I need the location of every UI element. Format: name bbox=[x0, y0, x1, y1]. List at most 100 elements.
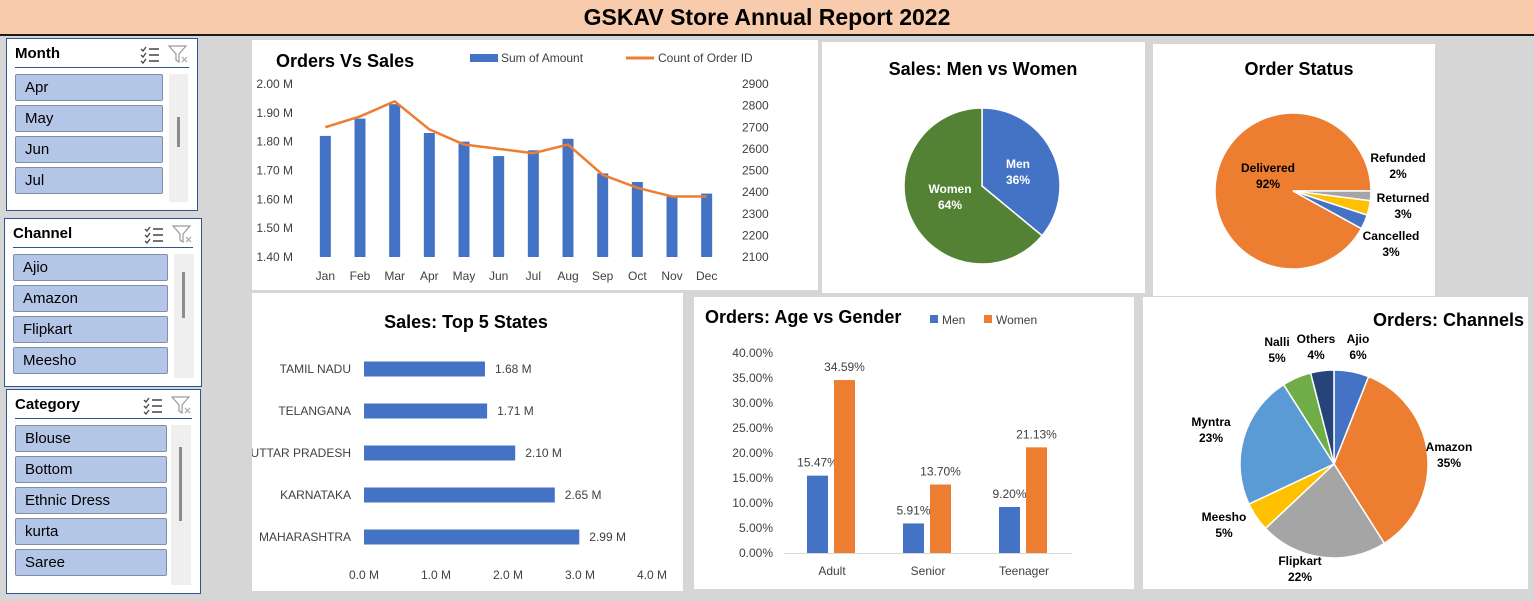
line-count-of-order-id bbox=[324, 100, 707, 198]
legend-swatch bbox=[984, 315, 992, 323]
slicer-item-category[interactable]: kurta bbox=[15, 518, 167, 545]
x-axis-tick: Mar bbox=[384, 269, 405, 283]
legend-label: Count of Order ID bbox=[658, 51, 753, 65]
y-axis-tick: 5.00% bbox=[739, 521, 773, 535]
x-axis-tick: Senior bbox=[911, 564, 946, 578]
slicer-item-category[interactable]: Blouse bbox=[15, 425, 167, 452]
y-axis-tick: UTTAR PRADESH bbox=[252, 446, 351, 460]
bar-value-label: 2.65 M bbox=[565, 488, 602, 502]
month-slicer-items: Apr May Jun Jul bbox=[15, 74, 163, 198]
top-5-states-chart[interactable]: Sales: Top 5 States 0.0 M 1.0 M 2.0 M 3.0 M 4… bbox=[252, 293, 683, 591]
x-axis-tick: 2.0 M bbox=[493, 568, 523, 582]
slice-percent-label: 4% bbox=[1307, 348, 1325, 362]
slice-name-label: Myntra bbox=[1191, 415, 1231, 429]
slice-percent-label: 3% bbox=[1394, 207, 1412, 221]
scroll-thumb[interactable] bbox=[182, 272, 185, 318]
y-axis-left-tick: 1.40 M bbox=[256, 250, 293, 264]
slice-name-label: Cancelled bbox=[1363, 229, 1420, 243]
bar-sum-of-amount bbox=[493, 156, 505, 257]
order-status-chart[interactable]: Order Status Delivered 92% Refunded 2% Return… bbox=[1153, 44, 1435, 296]
multi-select-icon[interactable] bbox=[139, 43, 161, 65]
channel-slicer-title: Channel bbox=[13, 225, 73, 242]
bar-value-label: 2.10 M bbox=[525, 446, 562, 460]
bar-value-label: 34.59% bbox=[824, 360, 865, 374]
x-axis-tick: Apr bbox=[420, 269, 439, 283]
x-axis-tick: May bbox=[453, 269, 476, 283]
slice-name-label: Flipkart bbox=[1278, 554, 1321, 568]
y-axis-tick: KARNATAKA bbox=[280, 488, 351, 502]
slicer-item-month[interactable]: Jul bbox=[15, 167, 163, 194]
slicer-item-category[interactable]: Bottom bbox=[15, 456, 167, 483]
orders-channels-chart[interactable]: Orders: Channels Ajio 6% Amazon 35% Flipkart 2… bbox=[1143, 297, 1528, 589]
legend-label: Sum of Amount bbox=[501, 51, 584, 65]
x-axis-tick: Jun bbox=[489, 269, 508, 283]
y-axis-tick: 30.00% bbox=[732, 396, 773, 410]
bar-state-sales bbox=[364, 445, 516, 461]
slicer-item-channel[interactable]: Amazon bbox=[13, 285, 168, 312]
chart-title: Sales: Men vs Women bbox=[889, 59, 1078, 79]
clear-filter-icon[interactable] bbox=[170, 394, 192, 416]
category-slicer: Category Blouse Bottom Ethnic Dress kurta Sa… bbox=[6, 389, 201, 594]
month-slicer-scrollbar[interactable] bbox=[169, 74, 188, 202]
slicer-item-channel[interactable]: Meesho bbox=[13, 347, 168, 374]
slice-name-label: Nalli bbox=[1264, 335, 1289, 349]
bar-value-label: 2.99 M bbox=[589, 530, 626, 544]
orders-vs-sales-chart[interactable]: Orders Vs Sales Sum of Amount Count of Ord… bbox=[252, 40, 818, 290]
slice-percent-label: 22% bbox=[1288, 570, 1312, 584]
channel-slicer-scrollbar[interactable] bbox=[174, 254, 194, 378]
bar-state-sales bbox=[364, 361, 485, 377]
scroll-thumb[interactable] bbox=[177, 117, 180, 147]
y-axis-tick: 40.00% bbox=[732, 346, 773, 360]
slice-name-label: Men bbox=[1006, 157, 1030, 171]
legend-label: Men bbox=[942, 313, 965, 327]
x-axis-tick: Nov bbox=[661, 269, 682, 283]
slice-name-label: Returned bbox=[1377, 191, 1430, 205]
y-axis-right-tick: 2800 bbox=[742, 99, 769, 113]
month-slicer-title: Month bbox=[15, 45, 60, 62]
slicer-item-month[interactable]: May bbox=[15, 105, 163, 132]
multi-select-icon[interactable] bbox=[143, 223, 165, 245]
clear-filter-icon[interactable] bbox=[167, 43, 189, 65]
slicer-item-category[interactable]: Ethnic Dress bbox=[15, 487, 167, 514]
slicer-item-channel[interactable]: Ajio bbox=[13, 254, 168, 281]
x-axis-tick: 1.0 M bbox=[421, 568, 451, 582]
slicer-item-channel[interactable]: Flipkart bbox=[13, 316, 168, 343]
channel-slice-myntra bbox=[1239, 383, 1336, 506]
multi-select-icon[interactable] bbox=[142, 394, 164, 416]
report-title: GSKAV Store Annual Report 2022 bbox=[583, 3, 951, 30]
y-axis-tick: 35.00% bbox=[732, 371, 773, 385]
slicer-item-month[interactable]: Jun bbox=[15, 136, 163, 163]
chart-title: Orders: Age vs Gender bbox=[705, 307, 901, 327]
bar-sum-of-amount bbox=[389, 104, 401, 257]
x-axis-tick: Oct bbox=[628, 269, 647, 283]
x-axis-tick: Jan bbox=[316, 269, 335, 283]
bar-value-label: 5.91% bbox=[896, 503, 930, 517]
slicer-item-month[interactable]: Apr bbox=[15, 74, 163, 101]
slicer-item-category[interactable]: Saree bbox=[15, 549, 167, 576]
bar-women bbox=[930, 484, 951, 553]
x-axis-tick: 3.0 M bbox=[565, 568, 595, 582]
scroll-thumb[interactable] bbox=[179, 447, 182, 521]
y-axis-right-tick: 2700 bbox=[742, 120, 769, 134]
x-axis-tick: Jul bbox=[526, 269, 541, 283]
channel-slice-others bbox=[1309, 369, 1335, 465]
gender-slice-men bbox=[981, 107, 1061, 237]
bar-value-label: 9.20% bbox=[992, 487, 1026, 501]
y-axis-right-tick: 2300 bbox=[742, 207, 769, 221]
x-axis-tick: Teenager bbox=[999, 564, 1049, 578]
category-slicer-scrollbar[interactable] bbox=[171, 425, 191, 585]
y-axis-tick: TELANGANA bbox=[278, 404, 351, 418]
channel-slicer-header: Channel bbox=[13, 223, 193, 248]
age-vs-gender-svg: Orders: Age vs Gender Men Women 0.00% 5.00% 1… bbox=[705, 307, 1072, 578]
bar-state-sales bbox=[364, 487, 555, 503]
y-axis-tick: 25.00% bbox=[732, 421, 773, 435]
sales-men-women-chart[interactable]: Sales: Men vs Women Men 36% Women 64% bbox=[822, 42, 1145, 293]
bar-sum-of-amount bbox=[319, 135, 331, 257]
clear-filter-icon[interactable] bbox=[171, 223, 193, 245]
bar-sum-of-amount bbox=[666, 196, 678, 257]
y-axis-tick: MAHARASHTRA bbox=[259, 530, 351, 544]
slice-percent-label: 5% bbox=[1215, 526, 1233, 540]
slice-name-label: Women bbox=[928, 182, 971, 196]
age-vs-gender-chart[interactable]: Orders: Age vs Gender Men Women 0.00% 5.00% 1… bbox=[694, 297, 1134, 589]
